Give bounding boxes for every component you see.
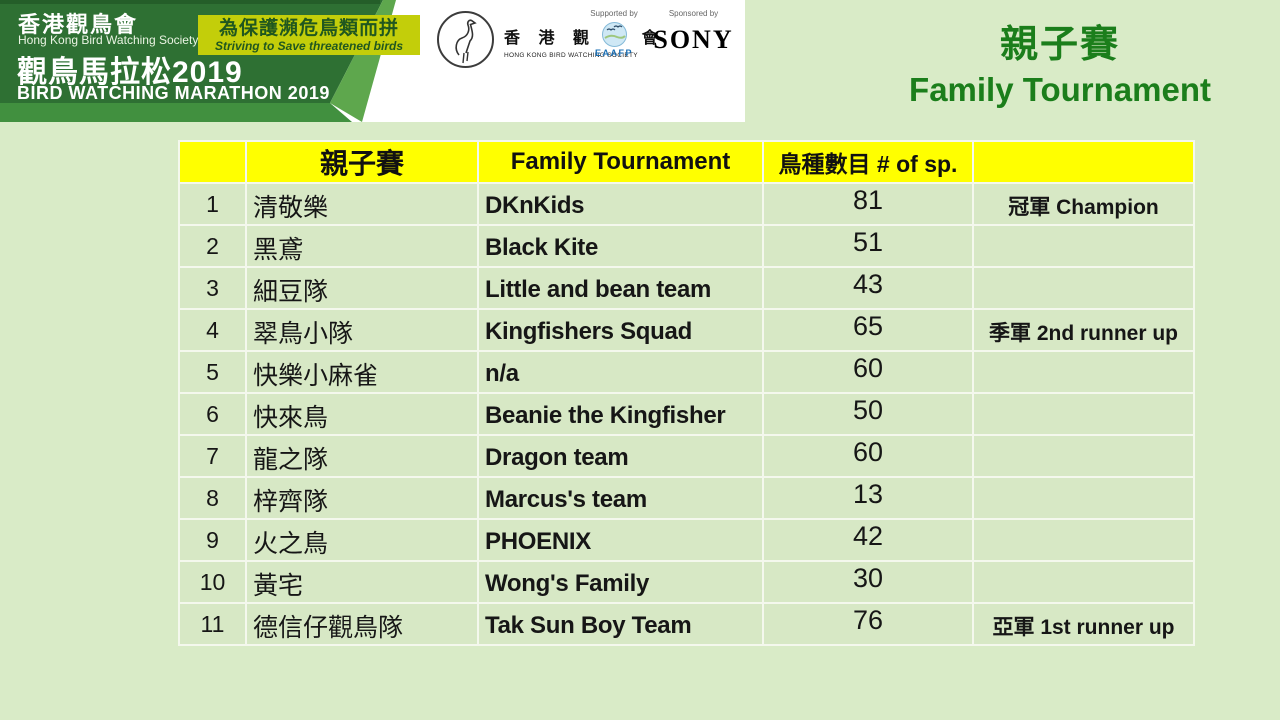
- table-row: 9 火之鳥 PHOENIX 42: [178, 518, 1195, 562]
- team-name-en-cell: PHOENIX: [477, 518, 764, 562]
- award-cell: [972, 392, 1195, 436]
- table-row: 10 黃宅 Wong's Family 30: [178, 560, 1195, 604]
- eaafp-globe-icon: [601, 22, 627, 47]
- rank-cell: 7: [178, 434, 247, 478]
- supported-by-block: Supported by EAAFP: [583, 9, 645, 58]
- species-count-cell: 50: [762, 392, 974, 436]
- award-cell: [972, 434, 1195, 478]
- species-count-cell: 42: [762, 518, 974, 562]
- rank-cell: 2: [178, 224, 247, 268]
- species-count-cell: 30: [762, 560, 974, 604]
- team-name-zh-cell: 翠鳥小隊: [245, 308, 479, 352]
- sponsored-by-block: Sponsored by SONY: [646, 9, 741, 55]
- team-name-zh-cell: 德信仔觀鳥隊: [245, 602, 479, 646]
- org-name-zh: 香港觀鳥會: [18, 12, 139, 37]
- team-name-zh-cell: 梓齊隊: [245, 476, 479, 520]
- rank-cell: 4: [178, 308, 247, 352]
- rank-cell: 3: [178, 266, 247, 310]
- species-count-cell: 43: [762, 266, 974, 310]
- team-name-en-cell: n/a: [477, 350, 764, 394]
- table-row: 8 梓齊隊 Marcus's team 13: [178, 476, 1195, 520]
- team-name-zh-cell: 快樂小麻雀: [245, 350, 479, 394]
- species-count-cell: 81: [762, 182, 974, 226]
- team-name-en-cell: Little and bean team: [477, 266, 764, 310]
- team-name-zh-cell: 黑鳶: [245, 224, 479, 268]
- event-banner: 香港觀鳥會 Hong Kong Bird Watching Society 觀鳥…: [0, 0, 745, 122]
- rank-cell: 11: [178, 602, 247, 646]
- table-row: 7 龍之隊 Dragon team 60: [178, 434, 1195, 478]
- award-cell: 冠軍 Champion: [972, 182, 1195, 226]
- page-title-en: Family Tournament: [909, 71, 1211, 108]
- event-name-zh: 觀鳥馬拉松2019: [17, 56, 243, 89]
- rank-cell: 1: [178, 182, 247, 226]
- eaafp-logo-text: EAAFP: [594, 48, 633, 58]
- table-row: 1 清敬樂 DKnKids 81 冠軍 Champion: [178, 182, 1195, 226]
- award-cell: [972, 266, 1195, 310]
- page-title-zh: 親子賽: [999, 24, 1120, 66]
- award-cell: 亞軍 1st runner up: [972, 602, 1195, 646]
- award-cell: [972, 476, 1195, 520]
- team-name-en-cell: Beanie the Kingfisher: [477, 392, 764, 436]
- egret-bird-icon: [455, 19, 477, 64]
- award-cell: [972, 518, 1195, 562]
- team-name-zh-cell: 龍之隊: [245, 434, 479, 478]
- award-cell: 季軍 2nd runner up: [972, 308, 1195, 352]
- results-table: 親子賽 Family Tournament 鳥種數目 # of sp. 1 清敬…: [178, 140, 1195, 646]
- team-name-zh-cell: 火之鳥: [245, 518, 479, 562]
- species-count-cell: 51: [762, 224, 974, 268]
- table-row: 3 細豆隊 Little and bean team 43: [178, 266, 1195, 310]
- event-name-en: BIRD WATCHING MARATHON 2019: [17, 83, 330, 103]
- team-name-en-cell: Marcus's team: [477, 476, 764, 520]
- rank-cell: 10: [178, 560, 247, 604]
- header-name-en: Family Tournament: [477, 140, 764, 184]
- team-name-zh-cell: 細豆隊: [245, 266, 479, 310]
- team-name-en-cell: Tak Sun Boy Team: [477, 602, 764, 646]
- team-name-zh-cell: 黃宅: [245, 560, 479, 604]
- header-species: 鳥種數目 # of sp.: [762, 140, 974, 184]
- team-name-en-cell: Wong's Family: [477, 560, 764, 604]
- supported-by-label: Supported by: [590, 9, 638, 18]
- team-name-zh-cell: 清敬樂: [245, 182, 479, 226]
- sponsored-by-label: Sponsored by: [668, 9, 719, 18]
- award-cell: [972, 560, 1195, 604]
- slogan-en: Striving to Save threatened birds: [214, 39, 404, 53]
- species-count-cell: 65: [762, 308, 974, 352]
- rank-cell: 9: [178, 518, 247, 562]
- rank-cell: 8: [178, 476, 247, 520]
- header-rank: [178, 140, 247, 184]
- team-name-en-cell: DKnKids: [477, 182, 764, 226]
- hkbws-seal-logo: [437, 11, 494, 68]
- table-row: 6 快來鳥 Beanie the Kingfisher 50: [178, 392, 1195, 436]
- award-cell: [972, 224, 1195, 268]
- page-title: 親子賽 Family Tournament: [868, 13, 1252, 109]
- species-count-cell: 60: [762, 434, 974, 478]
- team-name-en-cell: Dragon team: [477, 434, 764, 478]
- species-count-cell: 13: [762, 476, 974, 520]
- table-row: 2 黑鳶 Black Kite 51: [178, 224, 1195, 268]
- header-award: [972, 140, 1195, 184]
- rank-cell: 6: [178, 392, 247, 436]
- table-row: 4 翠鳥小隊 Kingfishers Squad 65 季軍 2nd runne…: [178, 308, 1195, 352]
- species-count-cell: 60: [762, 350, 974, 394]
- header-name-zh: 親子賽: [245, 140, 479, 184]
- team-name-en-cell: Black Kite: [477, 224, 764, 268]
- sony-logo-text: SONY: [653, 25, 734, 54]
- species-count-cell: 76: [762, 602, 974, 646]
- rank-cell: 5: [178, 350, 247, 394]
- slogan-box: 為保護瀕危鳥類而拼 Striving to Save threatened bi…: [198, 15, 420, 55]
- award-cell: [972, 350, 1195, 394]
- table-row: 5 快樂小麻雀 n/a 60: [178, 350, 1195, 394]
- team-name-zh-cell: 快來鳥: [245, 392, 479, 436]
- table-header-row: 親子賽 Family Tournament 鳥種數目 # of sp.: [178, 140, 1195, 184]
- slogan-zh: 為保護瀕危鳥類而拼: [218, 18, 399, 39]
- team-name-en-cell: Kingfishers Squad: [477, 308, 764, 352]
- hkbws-logo-text-en: HONG KONG BIRD WATCHING SOCIETY: [504, 52, 638, 59]
- table-row: 11 德信仔觀鳥隊 Tak Sun Boy Team 76 亞軍 1st run…: [178, 602, 1195, 646]
- org-name-en: Hong Kong Bird Watching Society: [18, 33, 199, 47]
